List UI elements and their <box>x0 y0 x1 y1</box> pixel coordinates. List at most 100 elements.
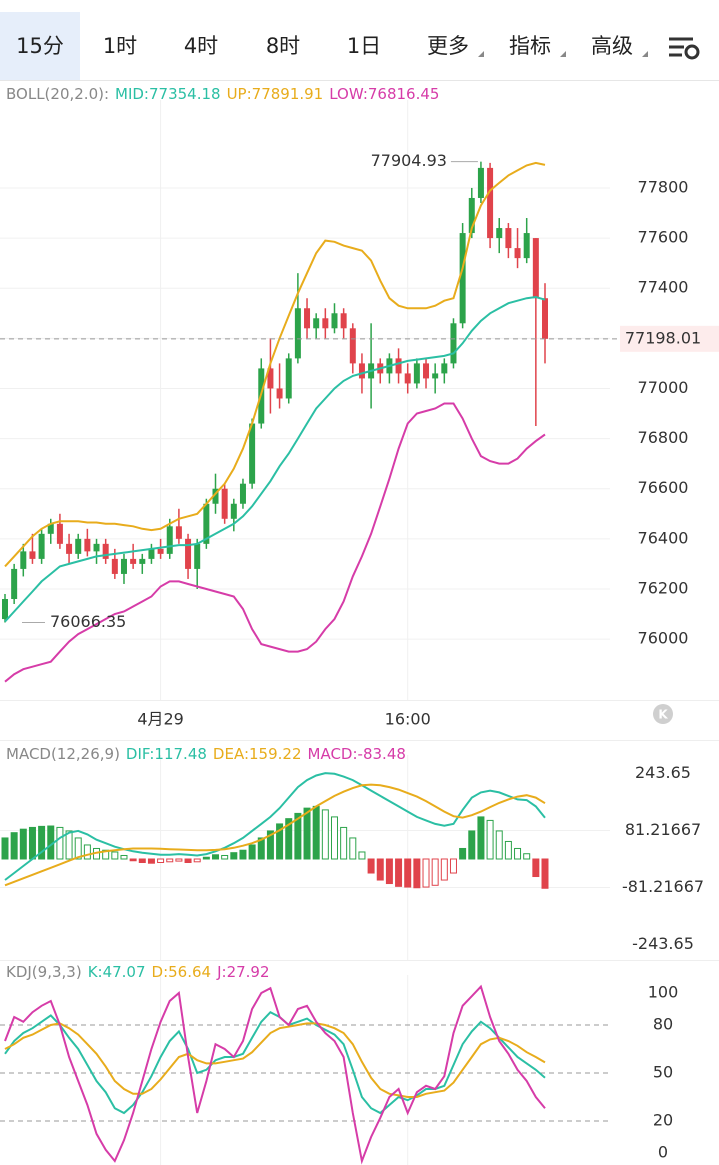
indicator-header: KDJ(9,3,3) K:47.07 D:56.64 J:27.92 <box>6 963 270 981</box>
candle-body <box>212 488 219 504</box>
macd-bar <box>541 858 549 889</box>
macd-bar <box>212 854 220 860</box>
macd-bar <box>266 830 274 860</box>
candle-body <box>175 526 182 539</box>
macd-bar <box>230 852 238 860</box>
tab[interactable]: 更多 <box>427 34 469 58</box>
legend-value: 76816.45 <box>368 85 440 103</box>
macd-bar <box>257 837 265 860</box>
candle-body <box>349 328 356 364</box>
macd-bar <box>312 805 320 860</box>
macd-bar <box>184 858 192 863</box>
candle-body <box>514 248 521 259</box>
macd-bar <box>440 858 448 881</box>
macd-bar <box>367 858 375 874</box>
macd-bar <box>532 858 540 878</box>
candle-body <box>230 503 237 519</box>
candle-body <box>130 558 137 564</box>
macd-bar <box>413 858 421 889</box>
candle-body <box>532 238 539 299</box>
indicator-line <box>4 1010 546 1115</box>
legend-name: LOW: <box>329 85 368 103</box>
macd-bar <box>248 844 256 860</box>
candle-body <box>185 538 192 569</box>
candle-body <box>20 551 27 569</box>
macd-bar <box>175 858 183 862</box>
candle-body <box>459 233 466 324</box>
candle-body <box>267 368 274 389</box>
macd-bar <box>102 849 110 860</box>
tab[interactable]: 4时 <box>184 34 218 58</box>
y-tick-label: 77600 <box>638 228 689 247</box>
indicator-header: MACD(12,26,9) DIF:117.48 DEA:159.22 MACD:-8… <box>6 745 406 763</box>
macd-bar <box>431 858 439 886</box>
macd-bar <box>294 812 302 860</box>
kline-badge-label[interactable]: K <box>658 708 668 722</box>
last-price-label: 77198.01 <box>625 328 701 347</box>
macd-bar <box>477 816 485 860</box>
tab[interactable]: 指标 <box>509 34 551 58</box>
tab[interactable]: 1日 <box>347 34 381 58</box>
y-tick-label: -243.65 <box>632 934 694 953</box>
tab[interactable]: 8时 <box>266 34 300 58</box>
indicator-line <box>4 402 546 683</box>
macd-bar <box>120 854 128 860</box>
kline-badge[interactable] <box>653 704 673 724</box>
legend-name: K: <box>88 963 103 981</box>
candle-body <box>102 543 109 559</box>
candle-body <box>294 308 301 359</box>
y-tick-label: 0 <box>658 1143 668 1162</box>
macd-bar <box>166 858 174 863</box>
candle-body <box>157 548 164 554</box>
macd-bar <box>28 826 36 860</box>
indicator-line <box>4 295 546 623</box>
tab[interactable]: 1时 <box>103 34 137 58</box>
indicator-name: BOLL(20,2.0): <box>6 85 109 103</box>
candle-body <box>221 488 228 519</box>
legend-name: J: <box>216 963 226 981</box>
tab[interactable]: 15分 <box>16 34 64 58</box>
last-price-box <box>620 325 719 352</box>
macd-bar <box>129 858 137 862</box>
y-tick-label: 80 <box>653 1015 673 1034</box>
macd-bar <box>65 830 73 860</box>
legend-value: 117.48 <box>154 745 207 763</box>
legend-name: MID: <box>115 85 149 103</box>
y-tick-label: 76600 <box>638 478 689 497</box>
settings-icon[interactable] <box>669 37 700 60</box>
candle-body <box>47 523 54 534</box>
macd-bar <box>74 837 82 860</box>
candle-body <box>358 363 365 379</box>
macd-bar <box>221 854 229 860</box>
macd-bar <box>422 858 430 888</box>
y-tick-label: 77800 <box>638 177 689 196</box>
macd-bar <box>157 858 165 863</box>
indicator-line <box>4 783 546 887</box>
active-tab-bg <box>0 12 80 80</box>
y-tick-label: 81.21667 <box>625 820 701 839</box>
macd-bar <box>276 823 284 860</box>
candle-body <box>29 551 36 559</box>
legend-value: 77891.91 <box>252 85 324 103</box>
legend-name: UP: <box>227 85 252 103</box>
macd-bar <box>193 858 201 863</box>
candle-body <box>477 167 484 198</box>
y-tick-label: 243.65 <box>635 763 691 782</box>
candle-body <box>432 373 439 379</box>
legend-value: -83.48 <box>358 745 406 763</box>
macd-bar <box>285 818 293 860</box>
candle-body <box>304 308 311 329</box>
macd-bar <box>486 819 494 860</box>
candle-body <box>276 388 283 399</box>
tab[interactable]: 高级 <box>591 34 633 58</box>
legend-value: 159.22 <box>249 745 302 763</box>
macd-bar <box>376 858 384 881</box>
macd-bar <box>395 858 403 887</box>
macd-bar <box>303 807 311 860</box>
candle-body <box>505 228 512 249</box>
macd-bar <box>1 837 9 860</box>
candle-body <box>441 363 448 374</box>
candle-body <box>313 318 320 329</box>
macd-bar <box>19 828 27 860</box>
